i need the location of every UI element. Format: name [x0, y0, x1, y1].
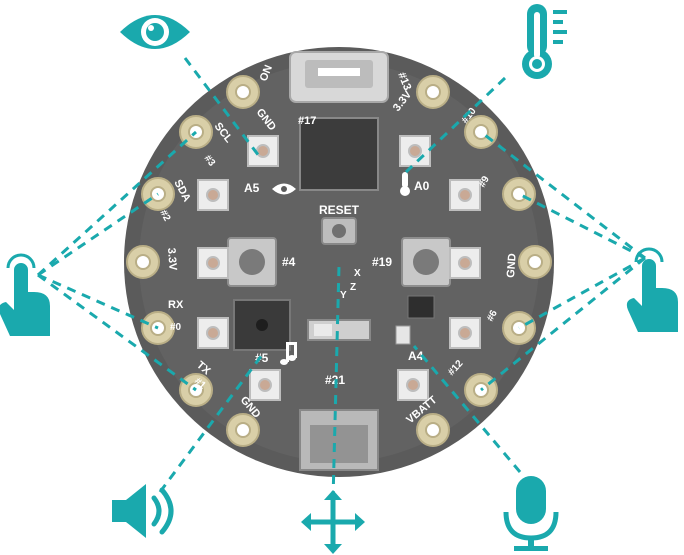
- button-b[interactable]: [401, 237, 451, 287]
- component-labels: #17 A5 A0 #4 #19 #5 #21 A4 X Y Z: [244, 115, 430, 387]
- pad-label-n0: #0: [170, 322, 182, 333]
- hand-left-line-1: [36, 130, 198, 277]
- pad-label-n9: #9: [477, 174, 492, 189]
- battery-connector: [299, 409, 379, 471]
- microphone-component: [395, 325, 411, 345]
- label-a5: A5: [244, 181, 260, 195]
- pointing-hand-right-icon: [626, 247, 678, 332]
- board-thermometer-icon: [400, 172, 410, 196]
- hand-right-line-4: [480, 256, 646, 392]
- label-17: #17: [298, 115, 316, 127]
- hand-right-line-1: [480, 130, 646, 260]
- label-a4: A4: [408, 349, 424, 363]
- board-eye-icon: [272, 183, 296, 195]
- move-connector: [331, 265, 341, 501]
- pad-label-n2: #2: [157, 208, 172, 223]
- accelerometer-chip: [407, 295, 435, 319]
- speaker: [233, 299, 291, 351]
- label-4: #4: [282, 255, 296, 269]
- microphone-connector: [412, 345, 522, 473]
- hand-left-line-2: [37, 192, 159, 277]
- pad-label-gnd-right: GND: [505, 253, 519, 278]
- speaker-icon: [112, 484, 174, 538]
- label-a0: A0: [414, 179, 430, 193]
- hand-right-line-3: [518, 256, 646, 330]
- axis-label-y: Y: [340, 290, 347, 301]
- reset-button[interactable]: [321, 217, 357, 245]
- hand-left-line-3: [37, 273, 159, 330]
- slide-switch[interactable]: [307, 319, 371, 341]
- neopixels: [197, 135, 481, 401]
- eye-connector: [183, 57, 264, 161]
- usb-connector: [289, 51, 389, 103]
- button-a[interactable]: [227, 237, 277, 287]
- label-19: #19: [372, 255, 392, 269]
- axis-label-z: Z: [350, 282, 356, 293]
- thermometer-connector: [404, 76, 507, 174]
- speaker-connector: [158, 354, 264, 493]
- connector-lines: [36, 57, 646, 501]
- hand-left-line-4: [37, 273, 197, 392]
- microcontroller-chip: [299, 117, 379, 191]
- thermometer-icon: [522, 4, 567, 79]
- pointing-hand-left-icon: [0, 253, 50, 336]
- eye-icon: [120, 15, 190, 49]
- board: [124, 47, 554, 477]
- pad-label-on: ON: [258, 63, 275, 83]
- reset-label: RESET: [319, 203, 360, 217]
- board-music-note-icon: [280, 342, 297, 365]
- pad-label-n6: #6: [485, 308, 500, 323]
- pad-label-33-left: 3.3V: [165, 247, 179, 271]
- hand-right-line-2: [518, 192, 646, 260]
- pad-label-rx: RX: [168, 299, 184, 311]
- move-arrows-icon: [301, 490, 365, 554]
- axis-label-x: X: [354, 268, 361, 279]
- microphone-icon: [503, 476, 559, 551]
